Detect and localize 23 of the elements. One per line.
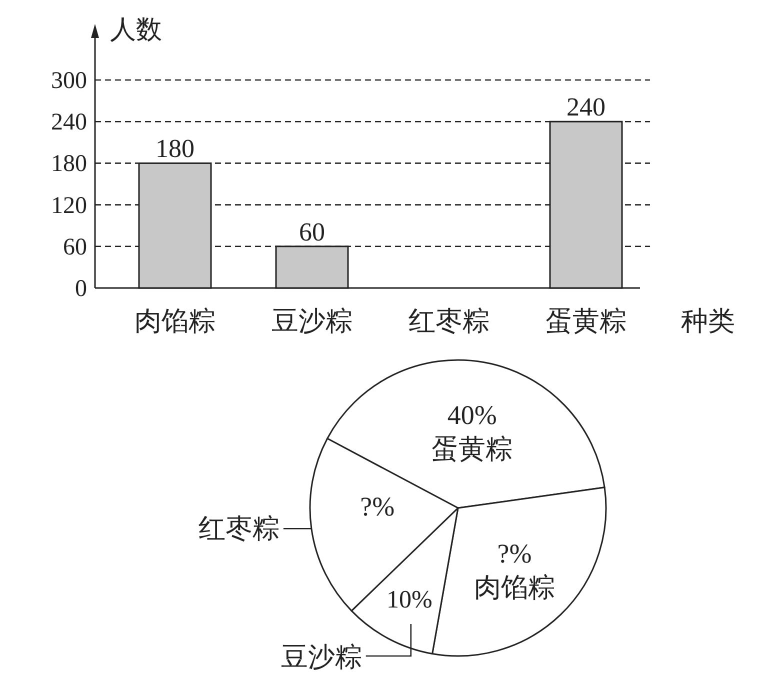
slice-label: 肉馅粽 bbox=[474, 572, 556, 603]
slice-label: 蛋黄粽 bbox=[432, 434, 513, 464]
data-label: ?% bbox=[360, 491, 395, 522]
data-label: 60 bbox=[299, 217, 325, 246]
y-axis-title: 人数 bbox=[110, 15, 162, 44]
x-tick-label: 肉馅粽 bbox=[134, 306, 216, 336]
x-tick-label: 蛋黄粽 bbox=[546, 306, 626, 336]
data-label: ?% bbox=[497, 538, 532, 569]
y-tick-label: 240 bbox=[51, 110, 87, 136]
slice-label: 豆沙粽 bbox=[280, 642, 362, 672]
data-label: 40% bbox=[447, 400, 497, 430]
x-tick-label: 红枣粽 bbox=[408, 306, 490, 336]
data-label: 180 bbox=[156, 134, 194, 164]
y-tick-label: 60 bbox=[63, 234, 87, 260]
y-tick-label: 120 bbox=[51, 192, 87, 219]
y-tick-label: 300 bbox=[51, 68, 87, 94]
slice-label: 红枣粽 bbox=[198, 514, 280, 544]
data-label: 240 bbox=[566, 92, 606, 122]
x-axis-title: 种类 bbox=[681, 306, 735, 336]
data-label: 10% bbox=[386, 586, 432, 614]
y-tick-label: 0 bbox=[75, 276, 87, 302]
y-tick-label: 180 bbox=[51, 151, 87, 178]
x-tick-label: 豆沙粽 bbox=[272, 306, 352, 336]
